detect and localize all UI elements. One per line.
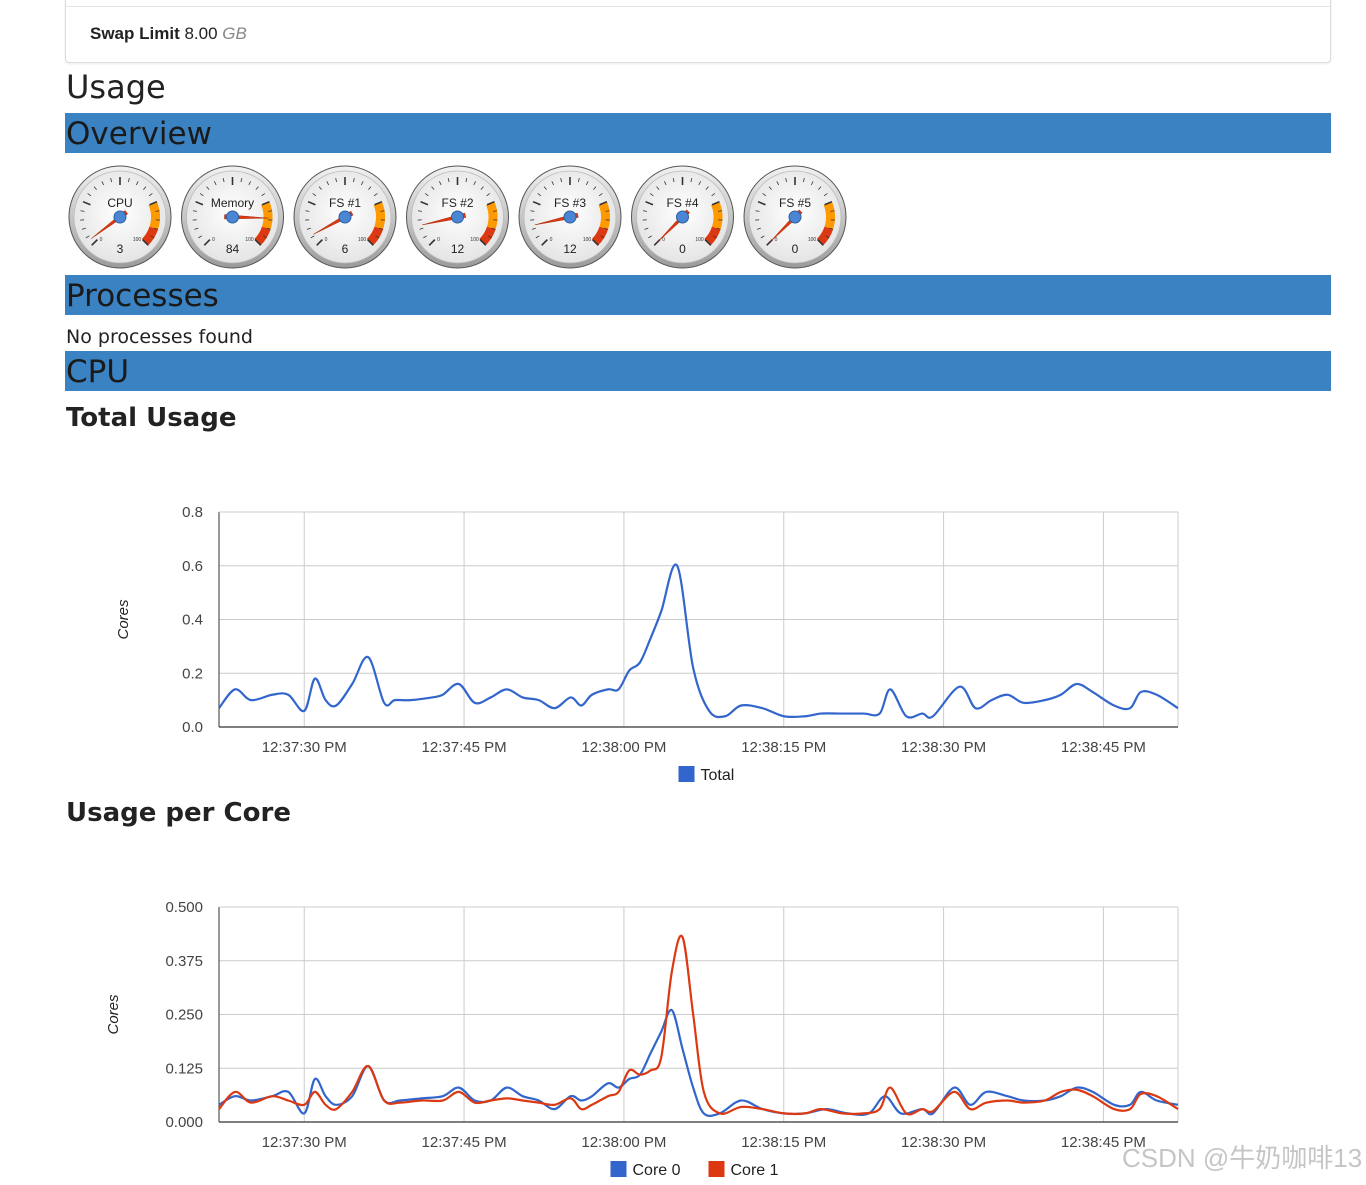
gauge-label: Memory [211,196,254,210]
x-tick-label: 12:38:00 PM [581,739,666,756]
gauge-min-label: 0 [775,237,778,243]
gauge-min-label: 0 [100,237,103,243]
usage-per-core-chart: 0.000 0.125 0.250 0.375 0.500 12:37:30 PM 12:3… [100,885,1200,1185]
section-bar-overview: Overview [65,113,1331,153]
gauge-value: 12 [563,242,577,256]
gauge-max-label: 100 [358,237,367,243]
gauge-max-label: 100 [583,237,592,243]
swap-limit-line: Swap Limit 8.00 GB [90,24,247,44]
series-line-total [219,564,1178,717]
y-tick-label: 0.8 [182,504,203,521]
gauge-fs-3: 0 100 FS #3 12 [519,166,621,268]
gauge-cpu: 0 100 CPU 3 [69,166,171,268]
gauge-value: 6 [342,242,349,256]
gauge-label: FS #1 [329,196,361,210]
section-bar-processes: Processes [65,275,1331,315]
watermark-text: CSDN @牛奶咖啡13 [1122,1138,1362,1175]
gauge-min-label: 0 [437,237,440,243]
y-tick-label: 0.500 [165,899,203,916]
x-tick-label: 12:37:30 PM [262,1134,347,1151]
gauge-value: 0 [792,242,799,256]
gauge-fs-5: 0 100 FS #5 0 [744,166,846,268]
y-tick-label: 0.125 [165,1060,203,1077]
legend-swatch-core-0 [611,1161,627,1177]
y-tick-label: 0.4 [182,612,203,629]
gauge-max-label: 100 [808,237,817,243]
gauge-min-label: 0 [325,237,328,243]
total-usage-chart: 0.0 0.2 0.4 0.6 0.8 12:37:30 PM 12:37:45 PM 12:… [100,490,1200,790]
swap-limit-label: Swap Limit [90,24,180,43]
gauge-hub [789,211,801,223]
x-tick-label: 12:38:15 PM [741,739,826,756]
y-tick-label: 0.6 [182,558,203,575]
gauge-max-label: 100 [470,237,479,243]
legend-label-core-1: Core 1 [731,1162,779,1179]
gauge-fs-1: 0 100 FS #1 6 [294,166,396,268]
gauge-value: 0 [679,242,686,256]
panel-divider [66,6,1330,7]
x-tick-label: 12:38:15 PM [741,1134,826,1151]
x-tick-label: 12:37:45 PM [422,1134,507,1151]
gauge-hub [227,211,239,223]
gauge-max-label: 100 [695,237,704,243]
gauge-label: FS #4 [666,196,698,210]
gauge-row: 0 100 CPU 3 0 100 Memory 84 0 100 FS #1 6 0 100 FS #2 1… [67,164,867,272]
gauge-min-label: 0 [662,237,665,243]
series-line-core-1 [219,936,1178,1115]
gauge-min-label: 0 [550,237,553,243]
gauge-label: FS #3 [554,196,586,210]
gauge-max-label: 100 [245,237,254,243]
y-tick-label: 0.0 [182,719,203,736]
y-tick-label: 0.2 [182,665,203,682]
gauge-memory: 0 100 Memory 84 [182,166,284,268]
swap-panel: Swap Limit 8.00 GB [65,0,1331,63]
gauge-value: 84 [226,242,240,256]
x-tick-label: 12:38:00 PM [581,1134,666,1151]
x-tick-label: 12:38:30 PM [901,739,986,756]
gauge-hub [564,211,576,223]
gauge-value: 12 [451,242,465,256]
y-axis-label: Cores [115,599,132,640]
chart-title-usage-per-core: Usage per Core [66,798,291,828]
chart-title-total-usage: Total Usage [66,403,236,433]
legend-swatch-core-1 [709,1161,725,1177]
y-tick-label: 0.375 [165,953,203,970]
gauge-label: CPU [107,196,132,210]
legend-swatch-total [679,766,695,782]
gauge-fs-2: 0 100 FS #2 12 [407,166,509,268]
gauge-hub [452,211,464,223]
no-processes-text: No processes found [66,326,253,348]
gauge-hub [339,211,351,223]
x-tick-label: 12:37:45 PM [422,739,507,756]
gauge-label: FS #5 [779,196,811,210]
y-tick-label: 0.000 [165,1114,203,1131]
x-tick-label: 12:37:30 PM [262,739,347,756]
section-bar-cpu: CPU [65,351,1331,391]
gauge-min-label: 0 [212,237,215,243]
swap-limit-value: 8.00 [184,24,217,43]
gauge-max-label: 100 [133,237,142,243]
legend-label-core-0: Core 0 [633,1162,681,1179]
x-tick-label: 12:38:45 PM [1061,739,1146,756]
swap-limit-unit: GB [222,24,247,43]
y-axis-label: Cores [105,994,122,1035]
y-tick-label: 0.250 [165,1007,203,1024]
gauge-hub [114,211,126,223]
x-tick-label: 12:38:30 PM [901,1134,986,1151]
gauge-hub [677,211,689,223]
legend-label-total: Total [701,767,735,784]
gauge-value: 3 [117,242,124,256]
gauge-fs-4: 0 100 FS #4 0 [632,166,734,268]
gauge-label: FS #2 [441,196,473,210]
usage-title: Usage [66,68,166,106]
